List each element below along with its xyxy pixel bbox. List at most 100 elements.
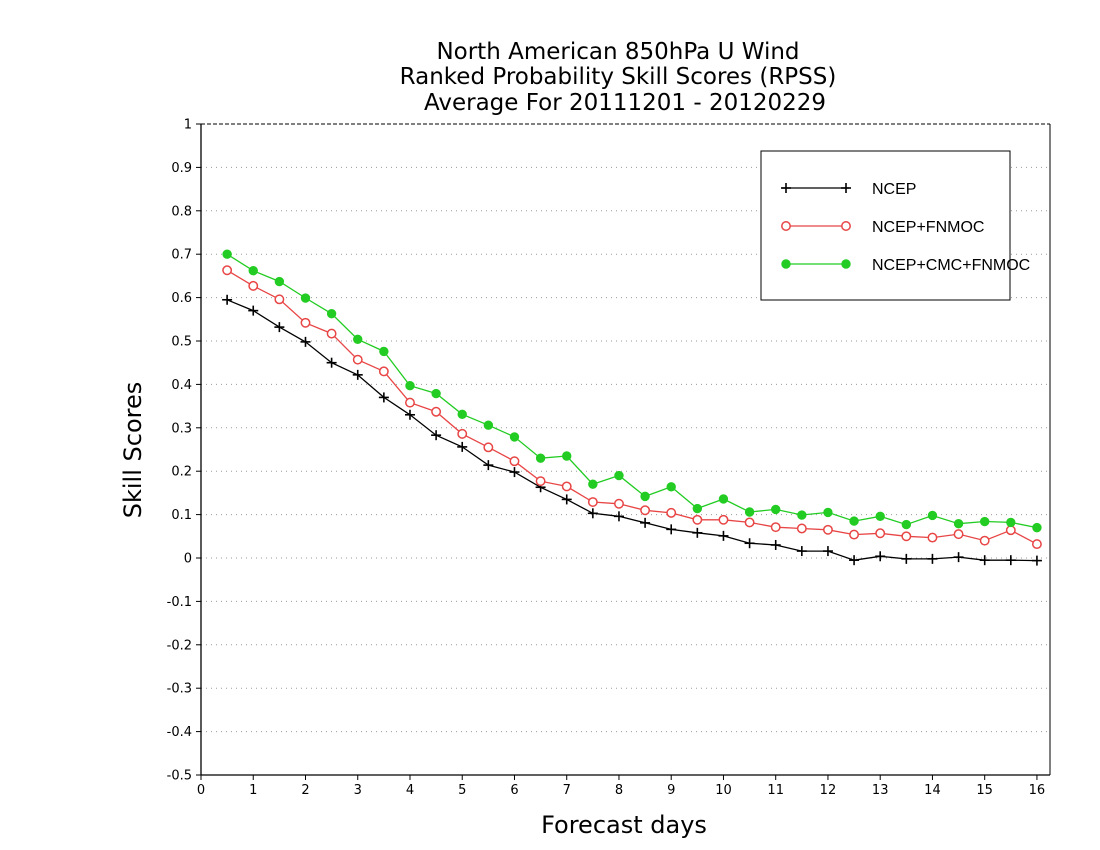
data-point bbox=[300, 336, 311, 347]
data-point bbox=[326, 328, 337, 339]
data-point bbox=[222, 294, 233, 305]
data-point bbox=[300, 317, 311, 328]
legend-label: NCEP+CMC+FNMOC bbox=[872, 257, 1030, 274]
legend-entry: NCEP+FNMOC bbox=[781, 219, 984, 236]
data-point bbox=[797, 510, 807, 520]
data-point bbox=[222, 249, 232, 259]
x-tick-label: 8 bbox=[615, 783, 623, 798]
y-tick-label: 0.3 bbox=[171, 421, 192, 436]
axes: -0.5 -0.4 -0.3 -0.2 -0.1 0 0.1 0.2 0.3 0.4 0.5 0.6 0… bbox=[167, 118, 1051, 798]
y-tick-label: 1 bbox=[184, 118, 192, 133]
data-point bbox=[875, 551, 886, 562]
data-point bbox=[1032, 522, 1042, 533]
data-point bbox=[613, 511, 624, 522]
data-point bbox=[953, 519, 964, 529]
data-point bbox=[535, 453, 546, 463]
data-point bbox=[841, 259, 851, 269]
x-tick-label: 13 bbox=[872, 783, 889, 798]
data-point bbox=[849, 555, 860, 566]
data-point bbox=[770, 522, 781, 533]
x-tick-label: 12 bbox=[820, 783, 837, 798]
data-point bbox=[431, 406, 442, 417]
x-tick-label: 0 bbox=[197, 783, 205, 798]
data-point bbox=[379, 346, 389, 357]
y-tick-label: -0.2 bbox=[167, 638, 192, 653]
data-point bbox=[849, 516, 859, 526]
data-point bbox=[771, 504, 781, 515]
data-point bbox=[1005, 525, 1016, 536]
data-point bbox=[405, 381, 415, 391]
data-point bbox=[666, 524, 677, 535]
chart-title: North American 850hPa U Wind Ranked Prob… bbox=[400, 39, 837, 116]
data-point bbox=[587, 497, 598, 507]
y-tick-label: 0.8 bbox=[171, 204, 192, 219]
data-point bbox=[781, 259, 791, 269]
data-point bbox=[901, 553, 912, 564]
x-tick-label: 2 bbox=[301, 783, 309, 798]
data-point bbox=[744, 538, 755, 549]
data-point bbox=[822, 546, 833, 557]
legend-entry: NCEP+CMC+FNMOC bbox=[781, 257, 1030, 274]
data-point bbox=[614, 498, 624, 509]
data-point bbox=[953, 552, 964, 563]
x-tick-label: 16 bbox=[1029, 783, 1046, 798]
data-point bbox=[405, 397, 415, 408]
data-point bbox=[666, 507, 677, 518]
data-point bbox=[927, 532, 938, 543]
data-point bbox=[744, 517, 755, 528]
data-point bbox=[300, 293, 311, 303]
data-point bbox=[483, 420, 494, 430]
data-point bbox=[692, 503, 703, 514]
data-point bbox=[823, 524, 833, 535]
title-line-2: Ranked Probability Skill Scores (RPSS) bbox=[400, 64, 837, 90]
y-tick-label: 0.5 bbox=[171, 335, 192, 350]
data-point bbox=[248, 305, 259, 316]
data-point bbox=[352, 354, 363, 365]
data-point bbox=[326, 308, 337, 319]
data-point bbox=[274, 276, 285, 287]
data-point bbox=[1031, 555, 1042, 566]
data-point bbox=[587, 508, 598, 519]
data-point bbox=[849, 529, 860, 540]
plot-series bbox=[222, 249, 1042, 566]
data-point bbox=[561, 481, 572, 492]
legend-label: NCEP+FNMOC bbox=[872, 219, 984, 236]
x-tick-label: 6 bbox=[510, 783, 518, 798]
data-point bbox=[979, 555, 990, 566]
data-point bbox=[614, 470, 624, 481]
x-tick-label: 11 bbox=[767, 783, 784, 798]
y-tick-label: -0.4 bbox=[167, 725, 192, 740]
data-point bbox=[222, 265, 233, 276]
x-tick-label: 10 bbox=[715, 783, 732, 798]
data-point bbox=[875, 511, 885, 522]
data-point bbox=[326, 357, 337, 368]
y-tick-label: 0.9 bbox=[171, 161, 192, 176]
data-point bbox=[718, 494, 729, 504]
data-point bbox=[248, 265, 258, 276]
data-point bbox=[718, 514, 729, 525]
legend-label: NCEP bbox=[872, 181, 916, 198]
data-point bbox=[927, 510, 938, 521]
data-point bbox=[692, 527, 703, 538]
series-3 bbox=[222, 249, 1042, 533]
y-tick-label: -0.5 bbox=[167, 769, 192, 784]
series-1 bbox=[222, 294, 1042, 566]
data-point bbox=[431, 388, 441, 399]
data-point bbox=[841, 221, 851, 231]
y-tick-label: 0.7 bbox=[171, 248, 192, 263]
data-point bbox=[744, 507, 755, 517]
y-tick-label: 0.1 bbox=[171, 508, 192, 523]
series-2 bbox=[222, 265, 1042, 550]
data-point bbox=[274, 294, 285, 305]
data-point bbox=[953, 529, 964, 540]
legend: NCEP NCEP+FNMOC NCEP+CMC+FNMOC bbox=[760, 150, 1030, 301]
x-tick-label: 15 bbox=[976, 783, 993, 798]
x-tick-label: 4 bbox=[406, 783, 414, 798]
data-point bbox=[823, 507, 833, 518]
data-point bbox=[770, 539, 781, 550]
data-point bbox=[1005, 555, 1016, 566]
data-point bbox=[352, 369, 363, 380]
data-point bbox=[353, 334, 363, 344]
data-point bbox=[640, 491, 650, 502]
